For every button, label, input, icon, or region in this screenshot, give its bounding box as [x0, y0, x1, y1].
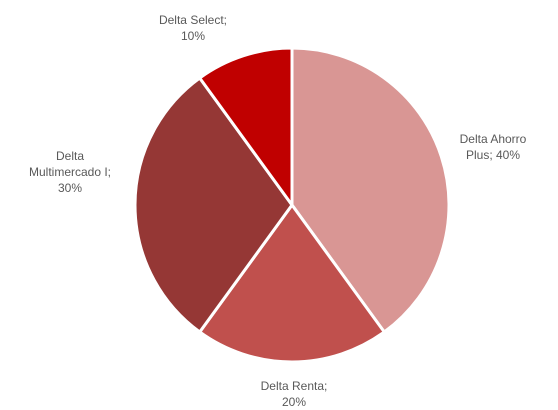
slice-label-line: 30% — [57, 181, 83, 195]
slice-label-delta-renta: Delta Renta; 20% — [236, 378, 352, 410]
slice-label-line: Delta — [55, 149, 84, 163]
slice-label-line: Plus; 40% — [465, 148, 521, 162]
slice-label-line: Delta Select; — [158, 13, 228, 27]
slice-label-line: Delta Renta; — [260, 379, 328, 393]
pie-slice-delta-multimercado-i — [133, 76, 294, 334]
slice-label-delta-select: Delta Select; 10% — [138, 12, 248, 44]
slice-label-line: 10% — [180, 29, 206, 43]
slice-label-line: Multimercado I; — [28, 165, 112, 179]
slice-label-delta-ahorro-plus: Delta Ahorro Plus; 40% — [443, 131, 543, 163]
pie-slice-delta-select — [198, 46, 294, 207]
pie-slices — [133, 46, 451, 364]
slice-label-line: Delta Ahorro — [459, 132, 527, 146]
slice-label-delta-multimercado-i: Delta Multimercado I; 30% — [10, 148, 130, 196]
slice-label-line: 20% — [281, 395, 307, 409]
pie-slice-delta-renta — [198, 203, 386, 364]
pie-slice-delta-ahorro-plus — [290, 46, 451, 334]
